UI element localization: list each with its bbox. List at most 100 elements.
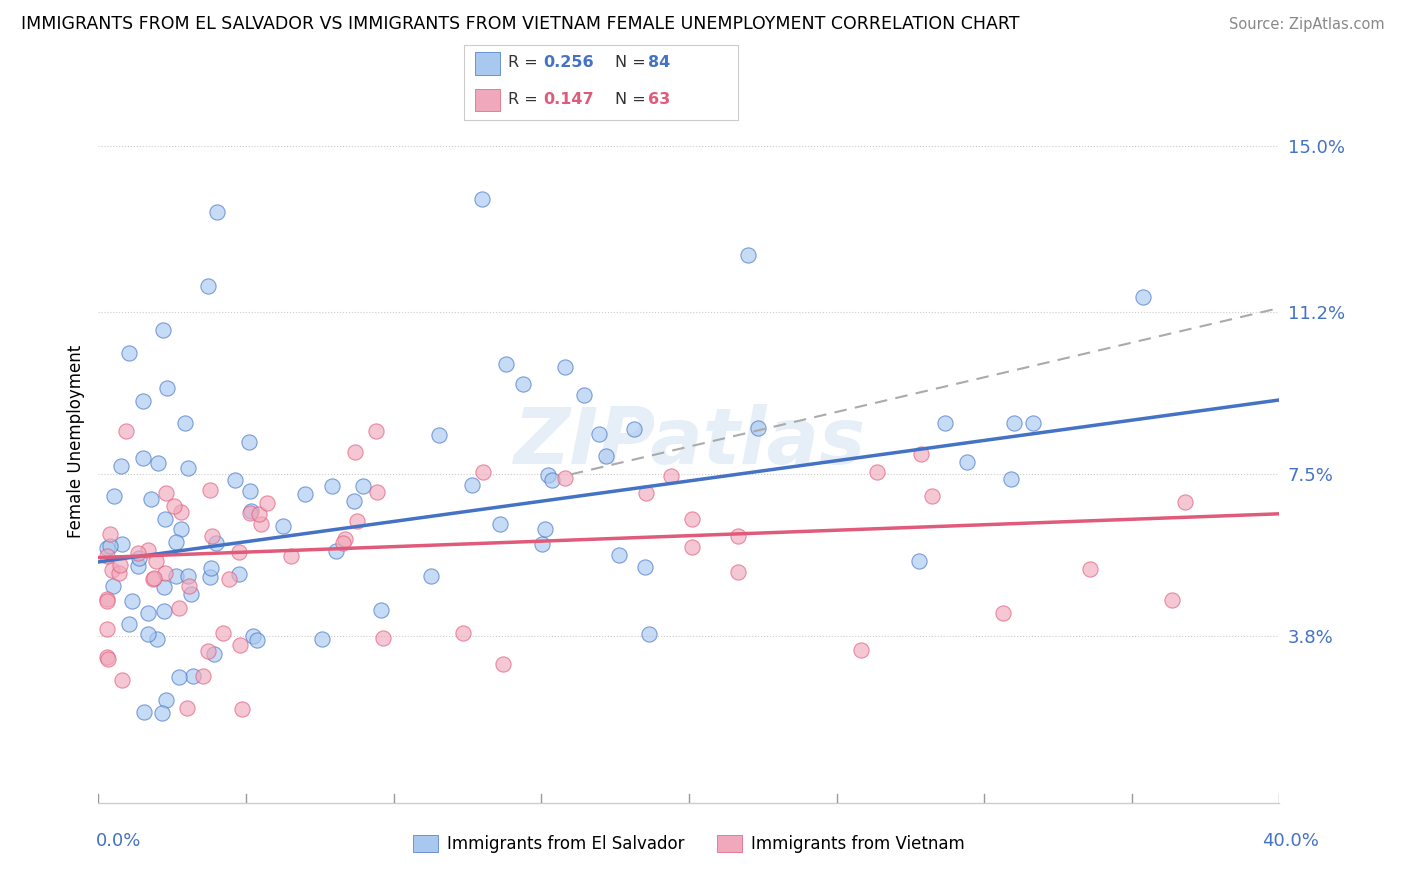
Point [332, 536, 354, 550]
Point [146, 632, 169, 647]
Point [246, 633, 269, 648]
Point [153, 566, 176, 581]
Point [451, 626, 474, 640]
Point [224, 473, 246, 487]
Point [993, 606, 1015, 620]
Point [197, 279, 219, 293]
Point [1002, 416, 1025, 430]
Point [419, 569, 441, 583]
Point [325, 544, 347, 558]
Point [427, 428, 450, 442]
Point [247, 507, 270, 521]
Text: 0.0%: 0.0% [96, 831, 141, 849]
Point [177, 461, 200, 475]
Point [280, 549, 302, 563]
Point [574, 388, 596, 402]
Point [634, 486, 657, 500]
Point [488, 516, 510, 531]
Point [250, 517, 273, 532]
Point [174, 417, 197, 431]
Point [1132, 290, 1154, 304]
Point [198, 569, 221, 583]
Point [512, 377, 534, 392]
Point [167, 670, 190, 684]
Point [849, 642, 872, 657]
Point [638, 627, 661, 641]
Text: R =: R = [508, 55, 543, 70]
Text: IMMIGRANTS FROM EL SALVADOR VS IMMIGRANTS FROM VIETNAM FEMALE UNEMPLOYMENT CORRE: IMMIGRANTS FROM EL SALVADOR VS IMMIGRANT… [21, 14, 1019, 32]
Point [163, 500, 186, 514]
Point [866, 465, 889, 479]
Point [934, 417, 956, 431]
Point [152, 323, 174, 337]
Point [370, 603, 392, 617]
Point [554, 359, 576, 374]
Point [141, 491, 163, 506]
Point [111, 537, 134, 551]
Point [541, 473, 564, 487]
Y-axis label: Female Unemployment: Female Unemployment [66, 345, 84, 538]
Point [294, 487, 316, 501]
Point [366, 424, 388, 438]
Text: N =: N = [614, 92, 651, 107]
Point [908, 553, 931, 567]
Point [155, 486, 177, 500]
Point [202, 647, 225, 661]
Point [205, 536, 228, 550]
Point [165, 534, 187, 549]
Point [128, 551, 150, 566]
Point [96, 549, 118, 564]
Point [607, 549, 630, 563]
Point [98, 539, 121, 553]
Text: ZIPatlas: ZIPatlas [513, 403, 865, 480]
Point [127, 546, 149, 560]
Point [127, 559, 149, 574]
Point [346, 514, 368, 528]
Point [201, 528, 224, 542]
Point [108, 566, 131, 580]
Point [537, 467, 560, 482]
Point [344, 444, 367, 458]
Point [1000, 472, 1022, 486]
Point [181, 668, 204, 682]
Point [191, 669, 214, 683]
Point [167, 600, 190, 615]
Point [136, 606, 159, 620]
Text: 40.0%: 40.0% [1263, 831, 1319, 849]
Point [131, 450, 153, 465]
Point [145, 554, 167, 568]
Point [197, 644, 219, 658]
Point [239, 504, 262, 518]
Point [588, 427, 610, 442]
Text: 0.147: 0.147 [544, 92, 595, 107]
Point [228, 545, 250, 559]
Point [200, 483, 222, 497]
Point [472, 465, 495, 479]
Point [103, 489, 125, 503]
Point [170, 522, 193, 536]
Text: 0.256: 0.256 [544, 55, 595, 70]
Point [153, 604, 176, 618]
Point [366, 485, 388, 500]
Point [231, 702, 253, 716]
Point [228, 638, 250, 652]
Point [531, 537, 554, 551]
Point [921, 489, 943, 503]
Point [595, 450, 617, 464]
Point [96, 649, 118, 664]
Point [153, 580, 176, 594]
Point [96, 622, 118, 636]
Point [132, 394, 155, 409]
Point [554, 471, 576, 485]
Point [134, 705, 156, 719]
Point [211, 625, 233, 640]
Text: 63: 63 [648, 92, 669, 107]
Point [495, 357, 517, 371]
Point [101, 579, 124, 593]
Point [97, 652, 120, 666]
Point [115, 424, 138, 438]
Point [239, 483, 262, 498]
Point [343, 493, 366, 508]
Point [136, 543, 159, 558]
Point [737, 248, 759, 262]
